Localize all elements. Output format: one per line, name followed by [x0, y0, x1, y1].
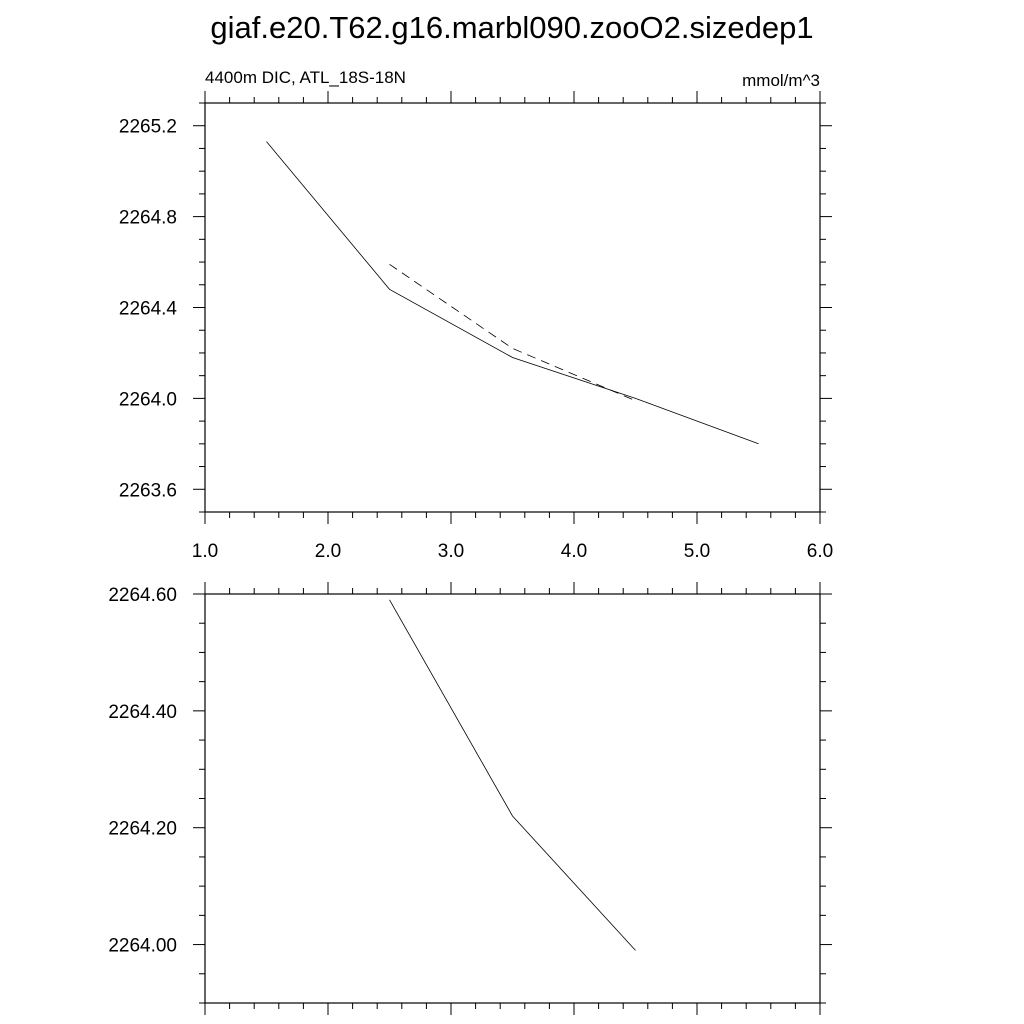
- top-x-tick-label: 5.0: [684, 541, 710, 562]
- top-panel-left-string: 4400m DIC, ATL_18S-18N: [205, 68, 406, 87]
- bottom-y-tick-label: 2264.40: [108, 702, 177, 723]
- top-series-0-line: [266, 141, 759, 445]
- top-x-tick-label: 3.0: [438, 541, 464, 562]
- top-y-tick-label: 2265.2: [119, 117, 177, 138]
- bottom-series-0-line: [389, 599, 636, 951]
- bottom-plot-frame: [204, 593, 821, 1004]
- top-x-tick-label: 1.0: [192, 541, 218, 562]
- top-x-tick-label: 6.0: [807, 541, 833, 562]
- top-y-tick-label: 2263.6: [119, 480, 177, 501]
- bottom-panel: 2264.00 2264.20 2264.40 2264.60: [108, 582, 832, 1015]
- top-series-1-line: [389, 263, 636, 402]
- top-y-tick-label: 2264.4: [119, 299, 178, 320]
- top-panel: 4400m DIC, ATL_18S-18N mmol/m^3 1.0 2.0 3.…: [119, 68, 833, 562]
- top-panel-units: mmol/m^3: [742, 71, 820, 90]
- bottom-y-tick-label: 2264.60: [108, 585, 177, 606]
- top-x-tick-label: 2.0: [315, 541, 341, 562]
- top-plot-frame: [204, 102, 821, 513]
- top-y-tick-label: 2264.8: [119, 208, 177, 229]
- bottom-y-tick-label: 2264.00: [108, 936, 177, 957]
- bottom-y-tick-label: 2264.20: [108, 819, 177, 840]
- chart-title: giaf.e20.T62.g16.marbl090.zooO2.sizedep1: [210, 10, 813, 45]
- top-x-tick-label: 4.0: [561, 541, 587, 562]
- top-y-tick-label: 2264.0: [119, 389, 177, 410]
